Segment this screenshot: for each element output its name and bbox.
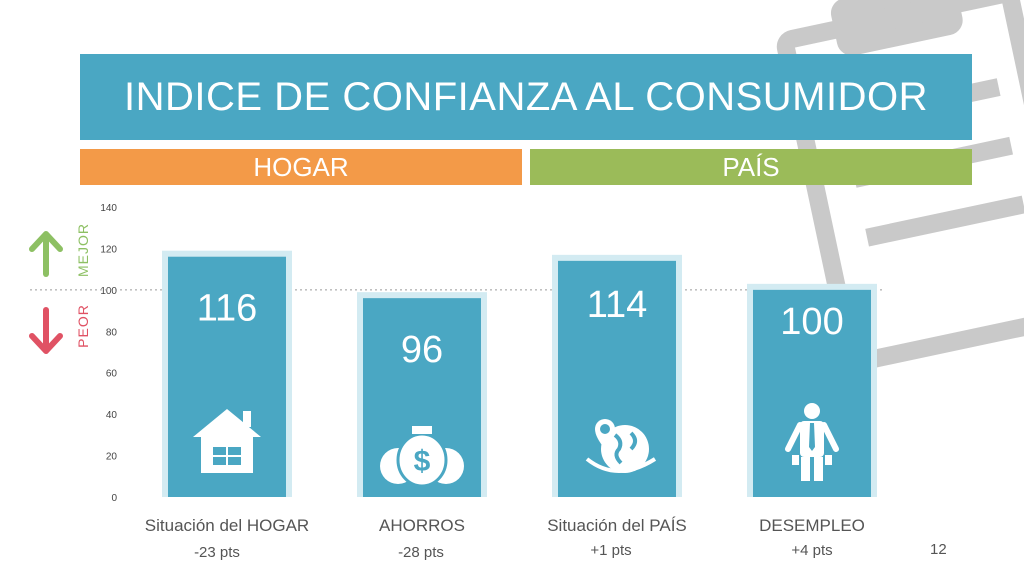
page-number: 12	[930, 541, 947, 558]
y-tick-label: 60	[106, 369, 118, 380]
house-chimney	[243, 411, 251, 427]
group-label-pais: PAÍS	[530, 149, 972, 185]
person-leg	[801, 457, 810, 481]
y-tick-label: 120	[100, 244, 117, 255]
down-arrow-head	[29, 333, 63, 354]
y-tick-label: 140	[100, 203, 117, 214]
worse-label: PEOR	[75, 304, 91, 348]
better-label: MEJOR	[75, 223, 91, 277]
money-bag-tie	[412, 426, 432, 434]
category-label: AHORROS	[379, 516, 465, 535]
up-arrow-head	[29, 231, 63, 252]
globe-continent	[629, 431, 637, 451]
category-label: Situación del HOGAR	[144, 516, 310, 535]
globe-icon	[601, 425, 649, 473]
bar-value-label: 100	[780, 301, 843, 343]
person-leg	[814, 457, 823, 481]
person-tie	[809, 423, 815, 451]
dollar-sign-icon: $	[414, 445, 431, 478]
bar	[753, 289, 871, 497]
category-label: Situación del PAÍS	[547, 516, 687, 535]
empty-pocket	[792, 455, 799, 465]
bar-value-label: 96	[401, 329, 443, 371]
bar-value-label: 116	[197, 288, 258, 330]
page-title: INDICE DE CONFIANZA AL CONSUMIDOR	[80, 54, 972, 140]
change-label: +1 pts	[590, 542, 632, 559]
bar-value-label: 114	[587, 284, 648, 326]
category-label: DESEMPLEO	[759, 516, 865, 535]
y-tick-label: 20	[106, 452, 118, 463]
y-tick-label: 40	[106, 410, 118, 421]
house-icon	[193, 409, 261, 437]
unemployed-person-icon	[804, 403, 820, 419]
person-arm	[785, 422, 803, 452]
y-tick-label: 100	[100, 286, 117, 297]
group-label-hogar: HOGAR	[80, 149, 522, 185]
empty-pocket	[825, 455, 832, 465]
y-tick-label: 80	[106, 327, 118, 338]
change-label: +4 pts	[791, 542, 833, 559]
location-pin-dot	[600, 424, 610, 434]
change-label: -28 pts	[398, 544, 444, 561]
globe-orbit	[585, 457, 657, 473]
change-label: -23 pts	[194, 544, 240, 561]
person-arm	[821, 422, 839, 452]
y-tick-label: 0	[111, 493, 117, 504]
globe-continent	[613, 433, 623, 465]
